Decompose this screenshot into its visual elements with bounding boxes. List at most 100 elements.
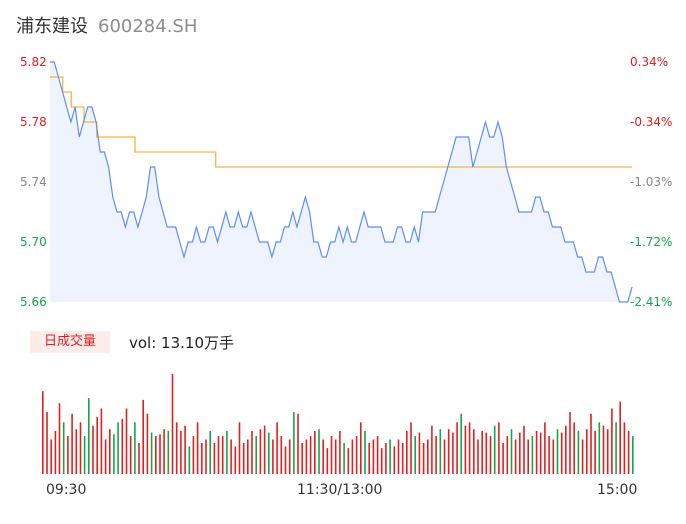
volume-bar [322,439,324,474]
volume-bar [113,434,115,474]
y-tick-left-2: 5.74 [20,175,47,189]
volume-bar [552,439,555,474]
volume-bar [590,413,592,474]
stock-code: 600284.SH [98,16,198,37]
volume-bar [247,439,249,474]
volume-bar [293,411,295,474]
volume-bar [171,374,174,474]
volume-bar [167,430,170,474]
volume-bar [125,408,128,474]
volume-bar [284,446,287,474]
y-tick-right-2: -1.03% [630,175,673,189]
volume-bar [414,436,416,474]
volume-bar [539,432,542,474]
volume-bar [427,439,429,474]
volume-bar [376,436,379,474]
volume-bar [452,432,454,474]
volume-bar [314,430,316,474]
volume-bar [627,430,630,474]
volume-bar [46,411,48,474]
volume-bars [42,374,634,474]
volume-bar [431,425,433,474]
volume-bar [150,432,153,474]
stock-title: 浦东建设 600284.SH [16,12,197,38]
volume-bar [360,422,362,474]
volume-bar [364,430,366,474]
volume-bar [514,439,517,474]
volume-bar [493,425,496,474]
volume-bar [560,432,563,474]
volume-bar [272,439,274,474]
volume-bar [79,422,82,474]
volume-bar [42,391,44,474]
y-tick-right-3: -1.72% [630,235,673,249]
volume-bar [334,439,337,474]
volume-period-badge[interactable]: 日成交量 [30,331,110,353]
volume-bar [159,434,161,474]
volume-bar [234,446,237,474]
volume-bar [184,425,186,474]
x-tick-midday: 11:30/13:00 [297,482,383,498]
volume-bar [259,429,262,474]
y-tick-left-0: 5.82 [20,55,47,69]
volume-bar [602,425,605,474]
volume-bar [142,399,144,474]
volume-bar [50,439,52,474]
volume-bar [565,425,567,474]
volume-bar [134,422,136,474]
volume-bar [594,430,596,474]
volume-bar [535,430,538,474]
volume-bar [464,425,467,474]
price-line [50,61,633,303]
volume-bar [623,422,626,474]
volume-bar [401,443,404,474]
volume-bar [217,436,220,474]
volume-bar [456,422,458,474]
volume-bar [146,413,149,474]
volume-bar [205,439,207,474]
volume-bar [385,443,387,474]
volume-bar [88,398,90,474]
volume-bar [221,436,224,474]
volume-bar [586,429,588,474]
volume-bar [155,436,157,474]
volume-bar [326,448,329,474]
volume-bar [309,436,312,474]
volume-bar [418,432,421,474]
volume-bar [117,422,119,474]
volume-bar [606,429,609,474]
volume-bar [163,429,165,474]
volume-bar [393,446,396,474]
volume-bar [318,429,320,474]
volume-bar [389,439,391,474]
volume-bar [506,436,509,474]
volume-bar [75,429,78,474]
volume-readout: vol: 13.10万手 [129,334,234,352]
volume-bar [62,422,65,474]
volume-bar [380,448,383,474]
volume-bar [619,401,621,474]
price-area [50,62,632,302]
volume-bar [251,430,253,474]
volume-bar [129,436,132,474]
volume-bar [406,430,408,474]
volume-bar [397,439,400,474]
y-tick-right-4: -2.41% [630,295,673,309]
volume-bar [372,439,375,474]
volume-bar [422,443,425,474]
volume-bar [230,439,232,474]
volume-bar [280,436,283,474]
volume-bar [519,432,521,474]
volume-bar [498,422,500,474]
volume-bar [577,430,580,474]
volume-bar [527,439,529,474]
volume-bar [615,422,617,474]
volume-bar [556,429,559,474]
volume-bar [351,439,354,474]
volume-bar [489,436,492,474]
volume-bar [598,422,601,474]
volume-bar [485,432,488,474]
x-tick-open: 09:30 [46,482,87,498]
y-tick-left-1: 5.78 [20,115,47,129]
y-tick-right-1: -0.34% [630,115,673,129]
